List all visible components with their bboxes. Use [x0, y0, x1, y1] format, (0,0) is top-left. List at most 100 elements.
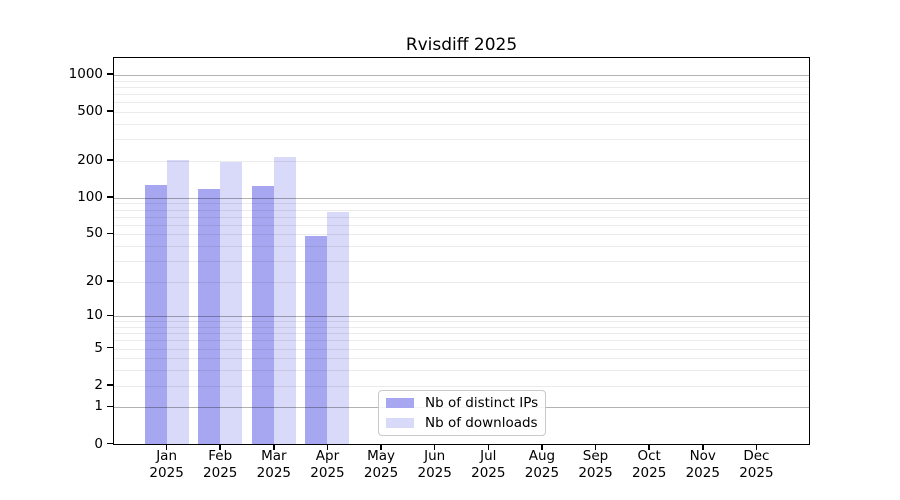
y-tick-label: 20 — [85, 272, 103, 289]
minor-gridline — [114, 209, 809, 211]
x-tick — [326, 445, 329, 450]
legend-item-downloads: Nb of downloads — [386, 415, 545, 431]
year-text: 2025 — [256, 464, 292, 481]
y-tick — [107, 384, 113, 386]
x-tick-label-oct: Oct 2025 — [617, 448, 681, 481]
month-text: Nov — [689, 448, 716, 464]
year-text: 2025 — [149, 464, 184, 481]
minor-gridline — [114, 333, 809, 335]
x-tick — [380, 445, 382, 450]
minor-gridline — [114, 161, 809, 163]
legend: Nb of distinct IPs Nb of downloads — [378, 390, 546, 436]
bar-downloads-mar — [273, 157, 296, 444]
year-text: 2025 — [203, 464, 238, 481]
minor-gridline — [114, 327, 809, 329]
year-text: 2025 — [685, 464, 720, 481]
month-text: Jan — [156, 448, 178, 464]
minor-gridline — [114, 234, 809, 236]
minor-gridline — [114, 340, 809, 342]
minor-gridline — [114, 385, 809, 387]
legend-label-distinct-ips: Nb of distinct IPs — [425, 395, 539, 411]
legend-label-downloads: Nb of downloads — [425, 415, 538, 431]
y-tick — [107, 73, 113, 75]
y-tick-label: 2 — [94, 376, 103, 393]
minor-gridline — [114, 102, 809, 104]
year-text: 2025 — [471, 464, 506, 481]
y-tick-label: 200 — [77, 152, 103, 169]
minor-gridline — [114, 112, 809, 114]
minor-gridline — [114, 216, 809, 218]
month-text: Jul — [480, 448, 497, 464]
month-text: Mar — [261, 448, 287, 464]
y-tick-label: 100 — [77, 188, 103, 205]
month-text: May — [367, 448, 396, 464]
major-gridline — [114, 316, 809, 318]
legend-swatch-downloads — [386, 418, 414, 428]
y-tick — [107, 314, 113, 317]
minor-gridline — [114, 281, 809, 283]
x-tick-label-dec: Dec 2025 — [724, 448, 788, 481]
minor-gridline — [114, 139, 809, 141]
year-text: 2025 — [310, 464, 345, 481]
minor-gridline — [114, 260, 809, 262]
x-tick-label-sep: Sep 2025 — [564, 448, 628, 481]
minor-gridline — [114, 321, 809, 323]
minor-gridline — [114, 124, 809, 126]
plot-area — [113, 57, 810, 445]
minor-gridline — [114, 94, 809, 96]
major-gridline — [114, 197, 809, 199]
x-tick — [273, 445, 275, 450]
month-text: Jun — [424, 448, 446, 464]
y-tick-label: 0 — [94, 435, 103, 452]
y-tick — [107, 196, 113, 198]
x-tick-label-jan: Jan 2025 — [135, 448, 199, 481]
month-text: Dec — [743, 448, 770, 464]
bar-downloads-apr — [327, 211, 350, 444]
year-text: 2025 — [578, 464, 613, 481]
x-tick — [487, 445, 490, 450]
y-tick — [107, 110, 113, 112]
x-tick-label-nov: Nov 2025 — [671, 448, 735, 481]
y-tick-label: 1000 — [68, 66, 103, 83]
x-tick — [594, 445, 597, 450]
x-tick-label-mar: Mar 2025 — [242, 448, 306, 481]
x-tick — [702, 445, 704, 450]
minor-gridline — [114, 246, 809, 247]
x-tick-label-aug: Aug 2025 — [510, 448, 574, 481]
x-tick-label-may: May 2025 — [349, 448, 413, 481]
x-tick — [541, 445, 543, 450]
minor-gridline — [114, 80, 809, 82]
x-tick — [648, 445, 650, 450]
bar-downloads-feb — [220, 161, 243, 444]
y-tick-label: 500 — [77, 103, 103, 120]
y-tick — [107, 232, 113, 235]
major-gridline — [114, 75, 809, 77]
y-tick-label: 5 — [94, 339, 103, 356]
plot-canvas — [114, 58, 809, 444]
y-tick — [107, 280, 113, 282]
month-text: Feb — [208, 448, 233, 464]
minor-gridline — [114, 370, 809, 372]
legend-swatch-distinct-ips — [386, 398, 414, 408]
y-tick — [107, 346, 113, 349]
month-text: Apr — [315, 448, 340, 464]
x-tick — [219, 445, 221, 450]
y-tick — [107, 405, 113, 408]
legend-item-distinct-ips: Nb of distinct IPs — [386, 395, 545, 411]
x-tick-label-jul: Jul 2025 — [456, 448, 520, 481]
x-tick — [433, 445, 436, 450]
year-text: 2025 — [739, 464, 774, 481]
year-text: 2025 — [417, 464, 452, 481]
minor-gridline — [114, 87, 809, 89]
y-tick-label: 50 — [85, 225, 103, 242]
x-tick-label-feb: Feb 2025 — [188, 448, 252, 481]
year-text: 2025 — [524, 464, 560, 481]
y-tick-label: 10 — [85, 307, 103, 324]
month-text: Sep — [582, 448, 609, 464]
y-tick — [107, 442, 113, 445]
y-tick — [107, 159, 113, 161]
month-text: Aug — [528, 448, 556, 464]
chart-title: Rvisdiff 2025 — [405, 35, 518, 55]
bar-distinct-ips-mar — [251, 186, 274, 444]
